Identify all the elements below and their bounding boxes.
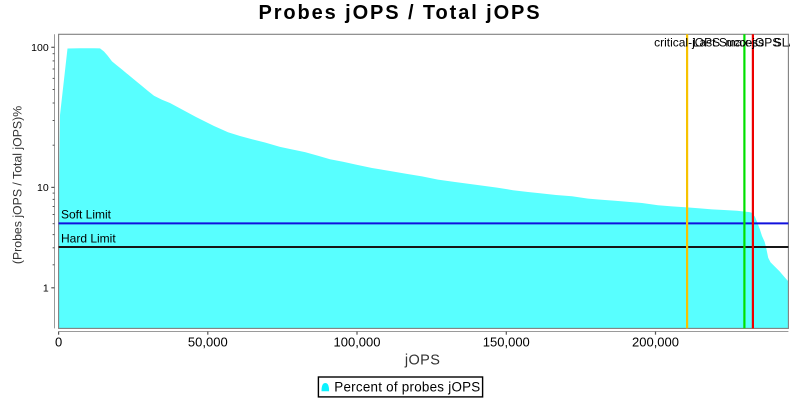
svg-text:Hard Limit: Hard Limit	[61, 231, 116, 245]
svg-text:150,000: 150,000	[483, 334, 530, 349]
svg-text:Percent of probes jOPS: Percent of probes jOPS	[334, 380, 480, 395]
svg-text:jOPS: jOPS	[404, 353, 440, 369]
svg-text:(Probes jOPS / Total jOPS)%: (Probes jOPS / Total jOPS)%	[11, 106, 25, 264]
svg-text:Last Success: Last Success	[693, 35, 764, 49]
svg-text:50,000: 50,000	[188, 334, 228, 349]
svg-text:max-jOPS: max-jOPS	[726, 35, 781, 49]
svg-text:critical-jOPS: critical-jOPS	[654, 35, 720, 49]
svg-text:Probes jOPS / Total jOPS: Probes jOPS / Total jOPS	[258, 2, 541, 24]
svg-text:Soft Limit: Soft Limit	[61, 208, 112, 222]
svg-text:10: 10	[37, 182, 49, 194]
svg-text:100,000: 100,000	[334, 334, 381, 349]
svg-text:SLA: SLA	[774, 35, 797, 49]
svg-text:0: 0	[55, 334, 62, 349]
svg-text:1: 1	[43, 282, 49, 294]
svg-text:200,000: 200,000	[632, 334, 679, 349]
svg-text:100: 100	[31, 42, 49, 54]
